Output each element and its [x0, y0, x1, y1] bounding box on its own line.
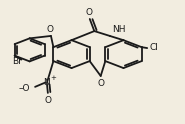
- Text: –O: –O: [19, 84, 31, 93]
- Text: O: O: [85, 8, 92, 17]
- Text: NH: NH: [112, 25, 125, 34]
- Text: O: O: [45, 96, 52, 105]
- Text: N: N: [44, 78, 50, 87]
- Text: Cl: Cl: [150, 43, 159, 52]
- Text: Br: Br: [12, 57, 22, 66]
- Text: +: +: [50, 75, 56, 81]
- Text: O: O: [47, 25, 53, 33]
- Text: O: O: [97, 79, 105, 88]
